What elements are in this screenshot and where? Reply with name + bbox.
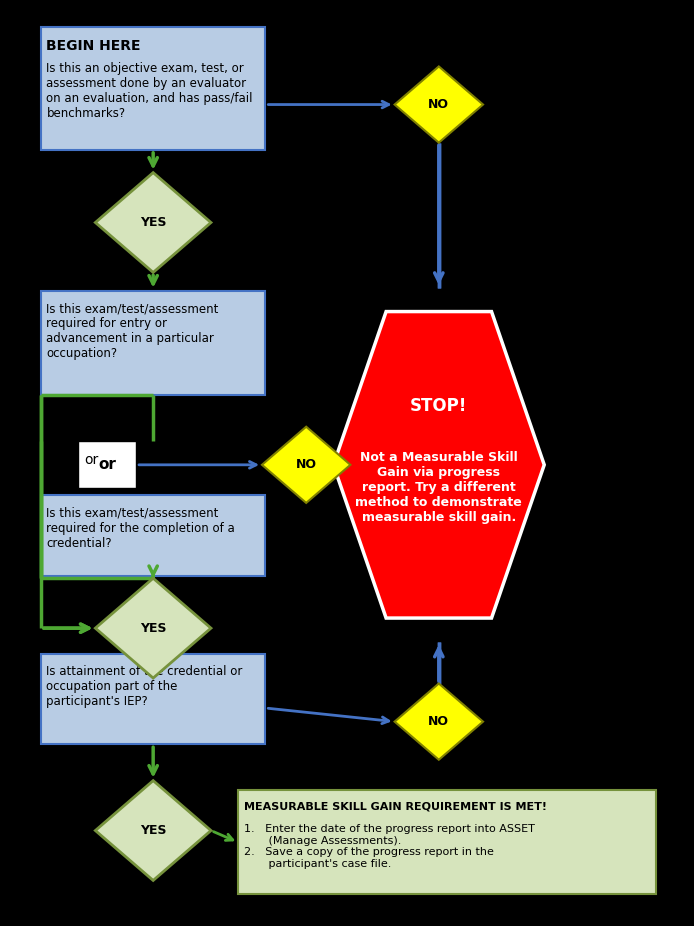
Text: YES: YES — [140, 824, 167, 837]
Text: Is this an objective exam, test, or
assessment done by an evaluator
on an evalua: Is this an objective exam, test, or asse… — [46, 62, 253, 119]
Polygon shape — [395, 67, 483, 143]
Text: Not a Measurable Skill
Gain via progress
report. Try a different
method to demon: Not a Measurable Skill Gain via progress… — [355, 451, 522, 524]
Text: NO: NO — [296, 458, 316, 471]
Text: or: or — [99, 457, 116, 472]
Text: STOP!: STOP! — [410, 397, 468, 415]
Text: or: or — [84, 453, 98, 467]
FancyBboxPatch shape — [41, 494, 265, 576]
Text: NO: NO — [428, 98, 449, 111]
Polygon shape — [95, 781, 211, 881]
Text: NO: NO — [428, 715, 449, 728]
Text: YES: YES — [140, 216, 167, 229]
Text: Is this exam/test/assessment
required for entry or
advancement in a particular
o: Is this exam/test/assessment required fo… — [46, 303, 219, 360]
Text: Is this exam/test/assessment
required for the completion of a
credential?: Is this exam/test/assessment required fo… — [46, 507, 235, 549]
Text: BEGIN HERE: BEGIN HERE — [46, 39, 141, 53]
FancyBboxPatch shape — [78, 441, 136, 488]
Text: Is attainment of the credential or
occupation part of the
participant's IEP?: Is attainment of the credential or occup… — [46, 666, 243, 708]
Polygon shape — [262, 427, 350, 503]
Polygon shape — [333, 311, 544, 618]
Polygon shape — [95, 578, 211, 678]
Polygon shape — [95, 172, 211, 272]
FancyBboxPatch shape — [238, 790, 657, 895]
FancyBboxPatch shape — [41, 28, 265, 150]
Text: 1.   Enter the date of the progress report into ASSET
       (Manage Assessments: 1. Enter the date of the progress report… — [244, 824, 534, 869]
Text: MEASURABLE SKILL GAIN REQUIREMENT IS MET!: MEASURABLE SKILL GAIN REQUIREMENT IS MET… — [244, 802, 547, 811]
FancyBboxPatch shape — [41, 291, 265, 395]
Text: YES: YES — [140, 621, 167, 634]
FancyBboxPatch shape — [41, 654, 265, 745]
Polygon shape — [395, 683, 483, 759]
